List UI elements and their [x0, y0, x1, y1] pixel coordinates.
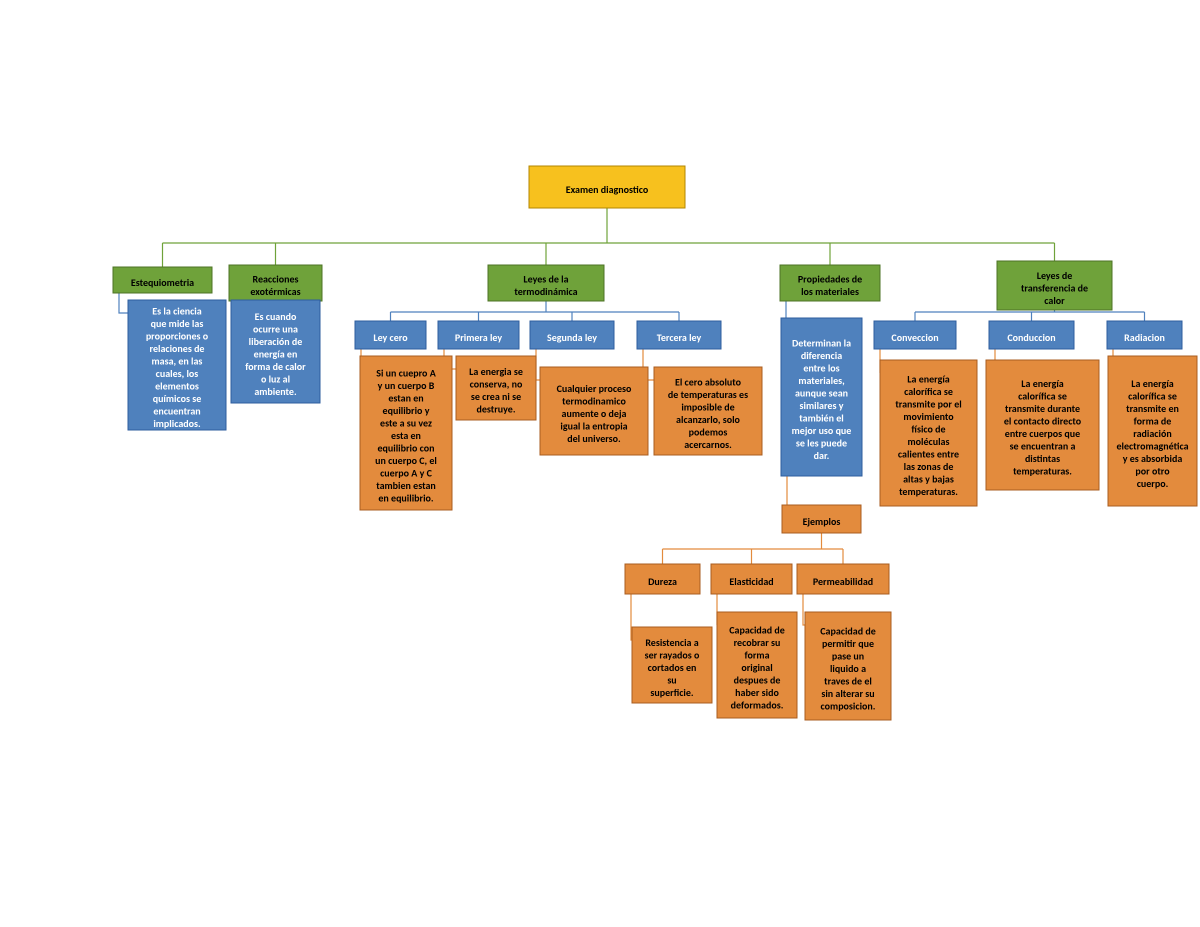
- node-tercera_d: El cero absolutode temperaturas esimposi…: [654, 367, 762, 455]
- node-label: Elasticidad: [729, 575, 773, 588]
- node-prop_d: Determinan ladiferenciaentre losmaterial…: [781, 318, 862, 476]
- node-label: Ejemplos: [803, 515, 841, 528]
- node-label: Dureza: [648, 575, 677, 588]
- node-leyterm: Leyes de latermodinámica: [488, 265, 604, 301]
- node-cond: Conduccion: [989, 321, 1074, 349]
- node-dureza_d: Resistencia aser rayados ocortados ensus…: [632, 627, 712, 703]
- node-label: Es la cienciaque mide lasproporciones or…: [146, 305, 209, 431]
- node-elast: Elasticidad: [711, 564, 792, 594]
- node-tercera: Tercera ley: [637, 321, 721, 349]
- node-label: Leyes de latermodinámica: [514, 273, 577, 299]
- node-label: Resistencia aser rayados ocortados ensus…: [645, 636, 700, 699]
- node-label: Segunda ley: [547, 331, 597, 344]
- node-perm: Permeabilidad: [797, 564, 889, 594]
- node-conv: Conveccion: [874, 321, 956, 349]
- node-reac: Reaccionesexotérmicas: [229, 265, 322, 301]
- node-segunda_d: Cualquier procesotermodinamicoaumente o …: [540, 367, 648, 455]
- node-ejemplos: Ejemplos: [782, 505, 861, 533]
- node-leycero_d: Si un cuepro Ay un cuerpo Bestan enequil…: [360, 356, 452, 510]
- node-label: Reaccionesexotérmicas: [250, 273, 300, 299]
- node-cond_d: La energíacalorífica setransmite durante…: [986, 360, 1099, 490]
- node-label: Primera ley: [455, 331, 502, 344]
- node-esteq_d: Es la cienciaque mide lasproporciones or…: [128, 300, 226, 430]
- node-label: Radiacion: [1124, 331, 1165, 344]
- node-prop: Propiedades delos materiales: [780, 265, 880, 301]
- node-perm_d: Capacidad depermitir quepase unliquido a…: [805, 612, 891, 720]
- node-label: Examen diagnostico: [566, 183, 649, 196]
- node-label: La energia seconserva, nose crea ni sede…: [469, 365, 523, 416]
- node-segunda: Segunda ley: [530, 321, 614, 349]
- node-label: Ley cero: [373, 331, 408, 344]
- node-conv_d: La energíacalorífica setransmite por elm…: [880, 360, 977, 506]
- node-leycero: Ley cero: [355, 321, 426, 349]
- node-label: Tercera ley: [657, 331, 702, 344]
- node-label: Estequiometria: [131, 276, 194, 289]
- node-elast_d: Capacidad derecobrar suformaoriginaldesp…: [717, 612, 797, 718]
- node-rad: Radiacion: [1107, 321, 1182, 349]
- node-label: Conduccion: [1007, 331, 1055, 344]
- node-rad_d: La energíacalorífica setransmite enforma…: [1108, 356, 1197, 506]
- node-dureza: Dureza: [625, 564, 700, 594]
- node-label: Propiedades delos materiales: [798, 273, 862, 299]
- node-root: Examen diagnostico: [529, 166, 685, 208]
- node-label: Conveccion: [891, 331, 938, 344]
- concept-map: Examen diagnostico Estequiometria Reaccion…: [0, 0, 1200, 927]
- node-primera_d: La energia seconserva, nose crea ni sede…: [456, 356, 536, 420]
- node-primera: Primera ley: [438, 321, 519, 349]
- node-reac_d: Es cuandoocurre unaliberación deenergía …: [231, 300, 320, 403]
- node-esteq: Estequiometria: [113, 267, 212, 293]
- node-leytrans: Leyes detransferencia decalor: [997, 261, 1112, 310]
- node-label: Permeabilidad: [813, 575, 873, 588]
- node-label: Cualquier procesotermodinamicoaumente o …: [557, 382, 632, 445]
